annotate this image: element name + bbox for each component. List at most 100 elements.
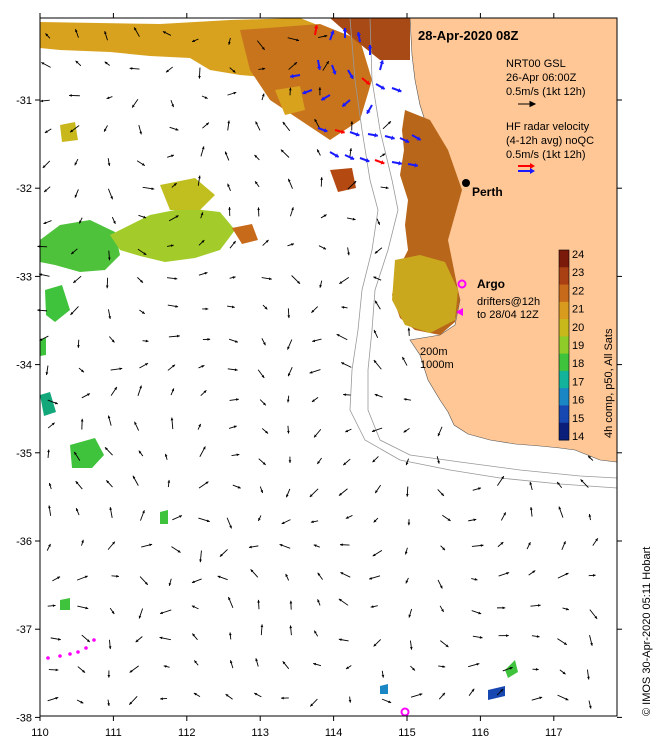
gsl-arrow-head (172, 364, 176, 368)
gsl-arrow-head (343, 462, 347, 466)
gsl-arrow-head (234, 340, 238, 343)
bathymetry-contours (349, 17, 618, 489)
gsl-arrow-head (200, 212, 204, 216)
gsl-legend-line3: 0.5m/s (1kt 12h) (506, 86, 585, 98)
colorbar-segment (559, 422, 569, 441)
gsl-arrow-head (565, 697, 569, 701)
hf-arrow-head (397, 88, 402, 93)
colorbar-tick: 20 (572, 322, 584, 334)
gsl-arrow-head (113, 220, 116, 224)
gsl-arrow-head (261, 93, 265, 97)
gsl-arrow-head (445, 644, 449, 648)
gsl-arrow-head (69, 94, 72, 97)
x-tick-label: 115 (398, 727, 416, 739)
gsl-arrow-head (478, 487, 481, 490)
colorbar-segment (559, 370, 569, 389)
gsl-arrow-head (171, 388, 175, 392)
gsl-arrow-head (191, 605, 195, 609)
gsl-arrow-head (580, 479, 584, 483)
gsl-arrow-head (132, 475, 136, 479)
gsl-arrow-head (287, 430, 290, 434)
gsl-arrow-head (45, 372, 49, 375)
gsl-arrow-head (107, 674, 111, 678)
gsl-arrow-head (107, 703, 110, 706)
gsl-arrow-head (201, 240, 205, 243)
gsl-arrow-head (151, 187, 155, 191)
gsl-arrow-head (352, 217, 356, 221)
gsl-arrow-head (179, 515, 183, 518)
gsl-arrow-head (439, 585, 443, 589)
gsl-arrow-head (217, 575, 221, 579)
gsl-arrow-head (339, 281, 343, 284)
hf-arrow-head (374, 132, 378, 138)
colorbar-segment (559, 284, 569, 303)
gsl-arrow-head (588, 705, 592, 709)
gsl-arrow-head (193, 692, 197, 696)
hf-arrow-head (398, 160, 402, 166)
gsl-arrow-head (260, 624, 264, 628)
gsl-arrow-head (371, 429, 375, 432)
argo-label: Argo (477, 277, 505, 291)
gsl-arrow-head (107, 163, 111, 166)
hf-arrow-head (380, 160, 385, 165)
colorbar-segment (559, 301, 569, 320)
gsl-arrow-head (57, 576, 61, 580)
gsl-arrow-head (288, 87, 292, 91)
gsl-arrow-head (141, 163, 145, 166)
gsl-arrow-head (310, 520, 314, 524)
gsl-arrow-head (317, 461, 320, 465)
hf-legend-arrows (518, 163, 535, 174)
gsl-arrow-head (204, 272, 208, 275)
gsl-arrow-head (262, 462, 266, 465)
hf-arrow-head (316, 66, 322, 70)
colorbar-tick: 17 (572, 376, 584, 388)
gsl-arrow-head (388, 121, 391, 125)
gsl-arrow-head (149, 543, 153, 547)
gsl-arrow-head (175, 128, 179, 131)
gsl-arrow-head (129, 701, 133, 705)
gsl-arrow-head (138, 615, 142, 619)
gsl-arrow-head (588, 455, 591, 459)
gsl-arrow-head (372, 459, 376, 463)
gsl-arrow-head (201, 365, 205, 368)
gsl-arrow-head (381, 674, 385, 678)
gsl-arrow-head (373, 360, 377, 363)
colorbar-tick: 22 (572, 285, 584, 297)
gsl-arrow-head (175, 215, 179, 219)
gsl-arrow-head (563, 541, 566, 545)
gsl-arrow-head (219, 553, 223, 557)
gsl-arrow-head (198, 423, 201, 427)
gsl-arrow-head (228, 41, 231, 45)
argo-marker (457, 279, 467, 289)
gsl-arrow-head (132, 104, 135, 108)
gsl-arrow-head (317, 572, 321, 576)
gsl-arrow-head (201, 146, 205, 150)
gsl-arrow-head (353, 181, 357, 184)
gsl-arrow-head (107, 257, 111, 261)
x-tick-label: 117 (545, 727, 563, 739)
gsl-arrow-head (323, 214, 327, 218)
y-tick-label: -35 (16, 448, 32, 460)
drifters-label-1: drifters@12h (477, 296, 540, 308)
gsl-arrow-head (254, 693, 258, 696)
y-tick-label: -38 (16, 712, 32, 724)
gsl-arrow-head (509, 667, 513, 670)
y-tick-label: -36 (16, 536, 32, 548)
gsl-arrow-head (385, 186, 389, 190)
gsl-arrow-head (48, 505, 51, 509)
gsl-arrow-head (225, 694, 229, 697)
gsl-arrow-head (291, 243, 295, 246)
gsl-arrow-head (281, 521, 285, 524)
gsl-arrow-head (143, 215, 147, 219)
gsl-arrow-head (263, 342, 266, 346)
gsl-arrow-head (345, 666, 349, 669)
colorbar-segment (559, 319, 569, 337)
gsl-arrow-head (324, 34, 328, 38)
gsl-arrow-head (265, 430, 269, 434)
gsl-arrow-head (291, 207, 294, 211)
gsl-arrow-head (205, 307, 209, 311)
gsl-arrow-head (194, 660, 198, 664)
gsl-arrow-head (255, 181, 258, 185)
gsl-arrow-head (587, 676, 590, 680)
gsl-arrow-head (250, 569, 254, 573)
